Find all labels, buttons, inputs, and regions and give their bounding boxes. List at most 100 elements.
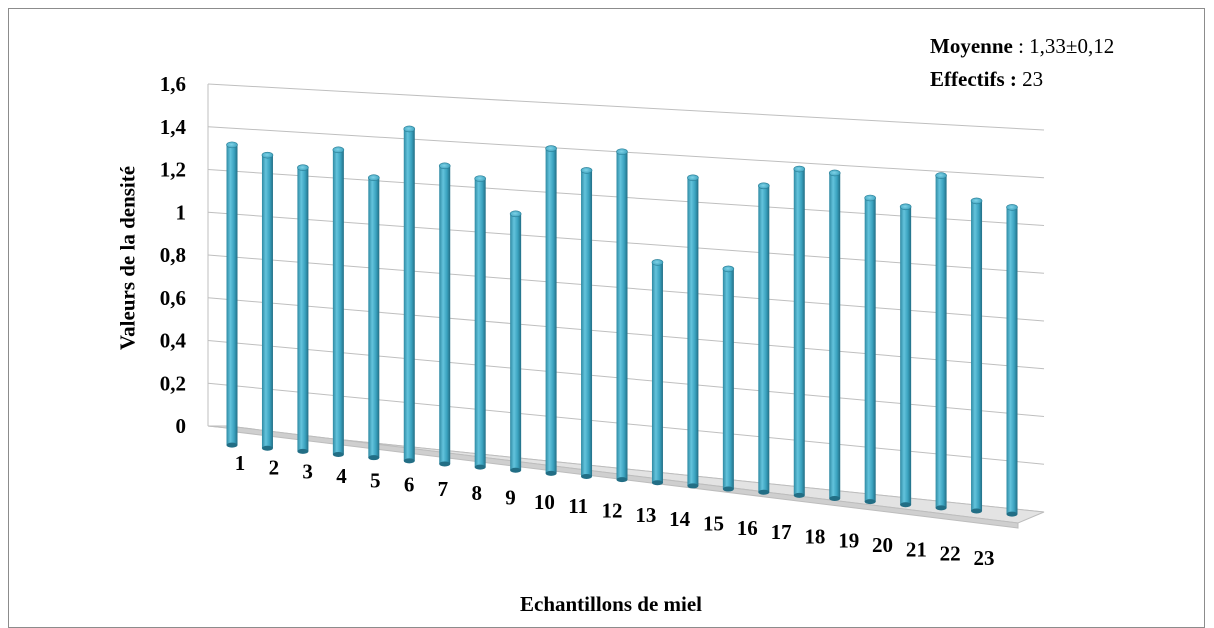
- bar-body: [403, 128, 415, 461]
- x-tick-label: 16: [737, 516, 758, 540]
- bar-cap: [474, 175, 486, 182]
- bar-base: [793, 492, 805, 498]
- bar-base: [722, 486, 734, 492]
- bar-base: [935, 505, 947, 511]
- mean-separator: :: [1012, 34, 1030, 58]
- bar-body: [935, 175, 947, 508]
- bar-body: [581, 170, 593, 477]
- bar: [864, 194, 876, 505]
- bar-cap: [545, 145, 557, 152]
- bar-body: [793, 169, 805, 496]
- bar-cap: [828, 169, 841, 177]
- y-axis-label: Valeurs de la densité: [115, 165, 140, 351]
- x-tick-label: 4: [336, 464, 347, 488]
- x-axis-label: Echantillons de miel: [520, 592, 703, 616]
- bar: [616, 148, 628, 483]
- x-axis-ticks: 1 2 3 4 5 6 7 8 9 10 11 12 13 14 15 16 17 18 19 20 21 22 23: [235, 451, 995, 570]
- bar-body: [722, 268, 734, 490]
- x-tick-label: 2: [269, 455, 280, 479]
- bar-cap: [368, 174, 380, 182]
- bar: [474, 175, 486, 470]
- x-tick-label: 10: [534, 490, 555, 514]
- bar-base: [439, 461, 451, 467]
- bar-base: [226, 442, 238, 448]
- y-tick-label: 0,4: [160, 329, 187, 353]
- bar-body: [758, 185, 770, 493]
- bar-base: [403, 458, 415, 464]
- bar-cap: [616, 148, 628, 156]
- bar-cap: [864, 194, 876, 202]
- bar: [793, 165, 806, 498]
- bar-base: [368, 455, 380, 461]
- bar: [226, 141, 238, 448]
- bar: [970, 197, 983, 514]
- x-tick-label: 14: [669, 507, 691, 531]
- bar-body: [829, 172, 841, 499]
- bar-cap: [687, 174, 699, 182]
- bar-cap: [438, 162, 451, 170]
- bar: [545, 145, 557, 476]
- bar-body: [297, 167, 309, 452]
- bar: [297, 164, 309, 454]
- y-tick-label: 0,8: [160, 243, 186, 267]
- bar-body: [971, 200, 983, 512]
- x-tick-label: 19: [838, 529, 859, 553]
- y-axis-ticks: 0 0,2 0,4 0,6 0,8 1 1,2 1,4 1,6: [160, 72, 187, 438]
- bar-body: [261, 155, 273, 449]
- y-tick-label: 0,6: [160, 286, 186, 310]
- bar-cap: [580, 167, 593, 174]
- bar-body: [332, 149, 344, 455]
- bar: [368, 174, 380, 461]
- bar-base: [687, 483, 699, 489]
- bar-body: [510, 213, 522, 471]
- bar-base: [510, 467, 522, 473]
- bar: [403, 125, 416, 464]
- x-tick-label: 8: [471, 481, 482, 505]
- y-tick-label: 0: [176, 414, 187, 438]
- bar-body: [864, 197, 876, 502]
- bar: [438, 162, 451, 467]
- bar-base: [332, 452, 344, 458]
- mean-value: 1,33±0,12: [1029, 34, 1115, 58]
- bar: [758, 182, 770, 495]
- y-tick-label: 1: [176, 200, 187, 224]
- bar-base: [651, 480, 663, 486]
- x-tick-label: 21: [906, 537, 927, 561]
- x-tick-label: 6: [404, 473, 415, 497]
- bar-cap: [758, 182, 770, 190]
- count-value: 23: [1022, 66, 1044, 91]
- bar-body: [616, 151, 628, 480]
- bar-body: [687, 177, 699, 486]
- x-tick-label: 12: [602, 499, 623, 523]
- x-tick-label: 17: [771, 520, 792, 544]
- bar: [261, 151, 274, 451]
- bar-cap: [261, 151, 274, 159]
- x-tick-label: 3: [302, 460, 313, 484]
- bar-base: [971, 508, 983, 514]
- bar-cap: [651, 259, 664, 266]
- y-tick-label: 0,2: [160, 371, 186, 395]
- bar-cap: [509, 210, 522, 218]
- bar-cap: [722, 265, 735, 273]
- x-tick-label: 5: [370, 468, 381, 492]
- bar-cap: [1006, 204, 1018, 211]
- bar-cap: [226, 141, 238, 149]
- bar-cap: [970, 197, 983, 205]
- bar-base: [581, 474, 593, 480]
- bar-base: [829, 495, 841, 501]
- bar-body: [1006, 207, 1018, 515]
- mean-line: Moyenne : 1,33±0,12: [930, 30, 1114, 63]
- bar: [332, 146, 345, 458]
- bar-cap: [899, 203, 912, 211]
- bar-cap: [332, 146, 345, 154]
- gridline: [207, 83, 1045, 131]
- count-line: Effectifs : 23: [930, 63, 1114, 96]
- bar: [1006, 204, 1018, 517]
- bar-cap: [935, 172, 947, 179]
- x-tick-label: 23: [974, 546, 995, 570]
- bar-base: [864, 499, 876, 505]
- bar-body: [226, 144, 238, 446]
- bar-base: [616, 477, 628, 483]
- bar-base: [900, 502, 912, 508]
